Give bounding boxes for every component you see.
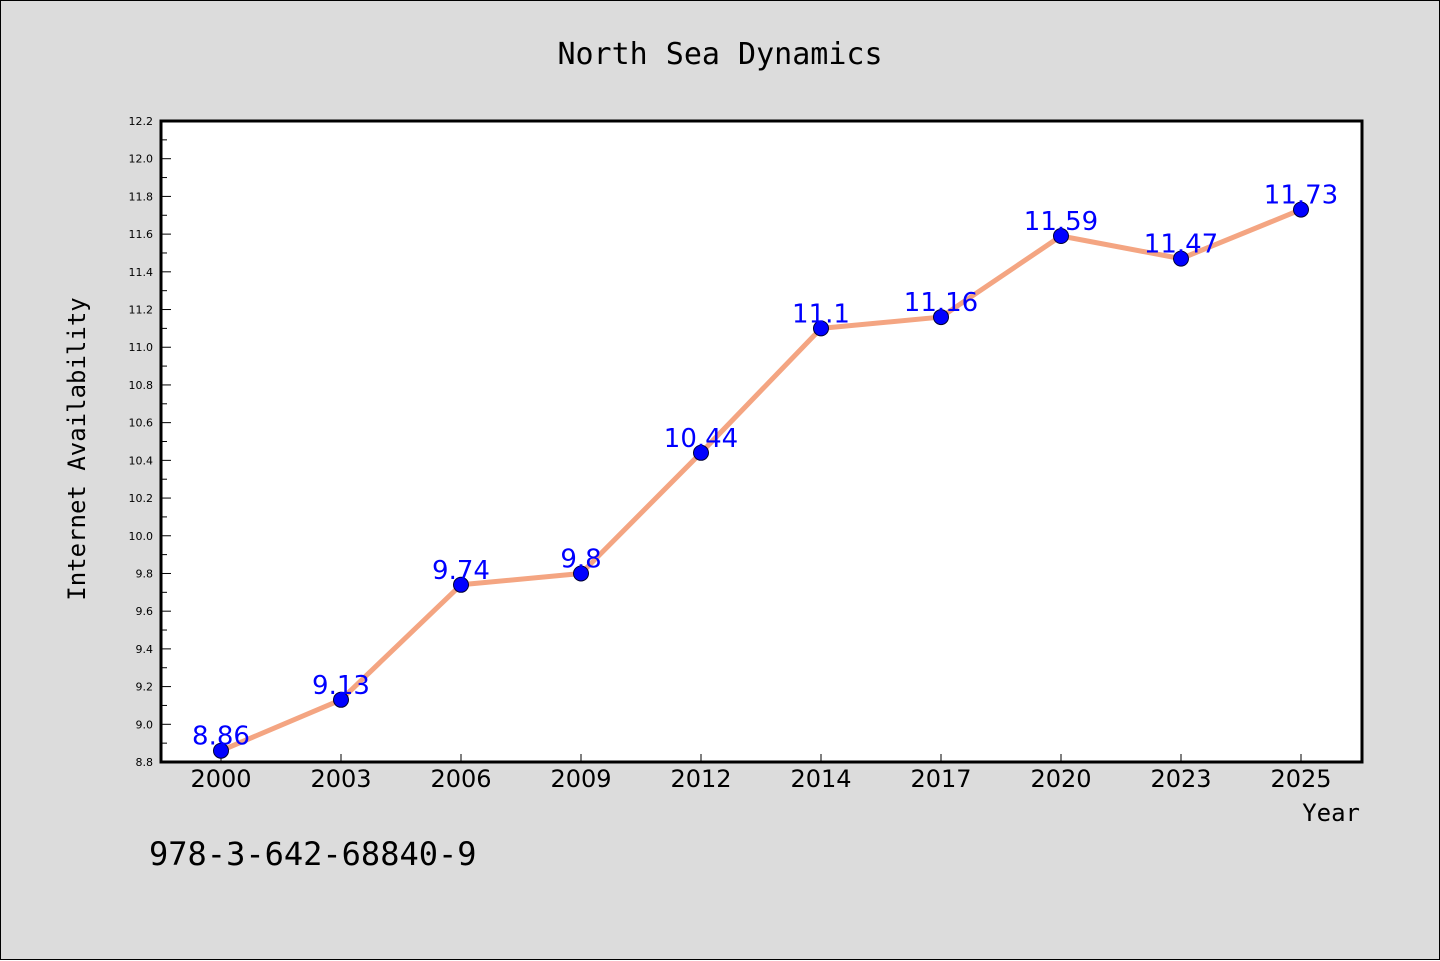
data-label: 9.8: [560, 544, 601, 574]
x-tick-label: 2023: [1150, 765, 1211, 793]
x-tick-label: 2000: [190, 765, 251, 793]
data-labels: 8.86 9.13 9.74 9.8 10.44 11.1 11.16 11.59 11.47 1…: [192, 181, 1338, 752]
data-point-marker: [1053, 228, 1069, 245]
x-tick-label: 2014: [790, 765, 851, 793]
data-label: 9.74: [432, 556, 490, 586]
y-tick-label: 11.4: [129, 266, 154, 279]
x-tick-label: 2020: [1030, 765, 1091, 793]
data-label: 11.16: [904, 288, 978, 318]
data-point-marker: [573, 565, 589, 582]
y-tick-label: 9.4: [136, 643, 154, 656]
y-tick-label: 10.8: [129, 379, 154, 392]
chart-title: North Sea Dynamics: [557, 37, 882, 72]
data-point-marker: [333, 691, 349, 708]
data-point-marker: [453, 576, 469, 593]
y-axis-label: Internet Availability: [63, 297, 91, 600]
y-axis: 8.8 9.0 9.2 9.4 9.6 9.8 10.0 10.2 10.4 10.6 10.8 11…: [129, 115, 171, 769]
data-label: 11.1: [792, 299, 850, 329]
y-tick-label: 9.2: [136, 681, 154, 694]
data-label: 11.47: [1144, 230, 1218, 260]
y-tick-label: 10.6: [129, 417, 154, 430]
data-point-marker: [933, 309, 949, 326]
x-tick-label: 2003: [310, 765, 371, 793]
data-label: 11.73: [1264, 181, 1338, 211]
x-axis: 2000 2003 2006 2009 2012 2014 2017 2020 2023 2025: [190, 754, 1332, 793]
data-label: 9.13: [312, 671, 370, 701]
series-layer: [213, 201, 1309, 759]
y-tick-label: 11.6: [129, 228, 154, 241]
series-line: [218, 207, 1304, 754]
x-tick-label: 2012: [670, 765, 731, 793]
y-tick-label: 11.0: [129, 341, 154, 354]
y-tick-label: 9.8: [136, 567, 154, 580]
data-point-marker: [693, 444, 709, 461]
y-tick-label: 9.6: [136, 605, 154, 618]
data-label: 11.59: [1024, 207, 1098, 237]
y-tick-label: 12.2: [129, 115, 154, 128]
x-tick-label: 2025: [1270, 765, 1331, 793]
x-axis-label: Year: [1302, 799, 1360, 827]
y-tick-label: 10.4: [129, 454, 154, 467]
x-tick-label: 2017: [910, 765, 971, 793]
data-label: 8.86: [192, 722, 250, 752]
y-tick-label: 11.8: [129, 190, 154, 203]
y-tick-label: 8.8: [136, 756, 154, 769]
data-point-marker: [213, 742, 229, 759]
y-tick-label: 9.0: [136, 718, 154, 731]
data-point-marker: [1173, 250, 1189, 267]
data-point-marker: [813, 320, 829, 337]
y-tick-label: 10.0: [129, 530, 154, 543]
x-tick-label: 2006: [430, 765, 491, 793]
y-tick-label: 12.0: [129, 153, 154, 166]
data-point-marker: [1293, 201, 1309, 218]
data-label: 10.44: [664, 424, 738, 454]
y-tick-label: 11.2: [129, 304, 154, 317]
y-tick-label: 10.2: [129, 492, 154, 505]
isbn-text: 978-3-642-68840-9: [149, 835, 477, 873]
plot-area: [159, 119, 1364, 764]
x-tick-label: 2009: [550, 765, 611, 793]
